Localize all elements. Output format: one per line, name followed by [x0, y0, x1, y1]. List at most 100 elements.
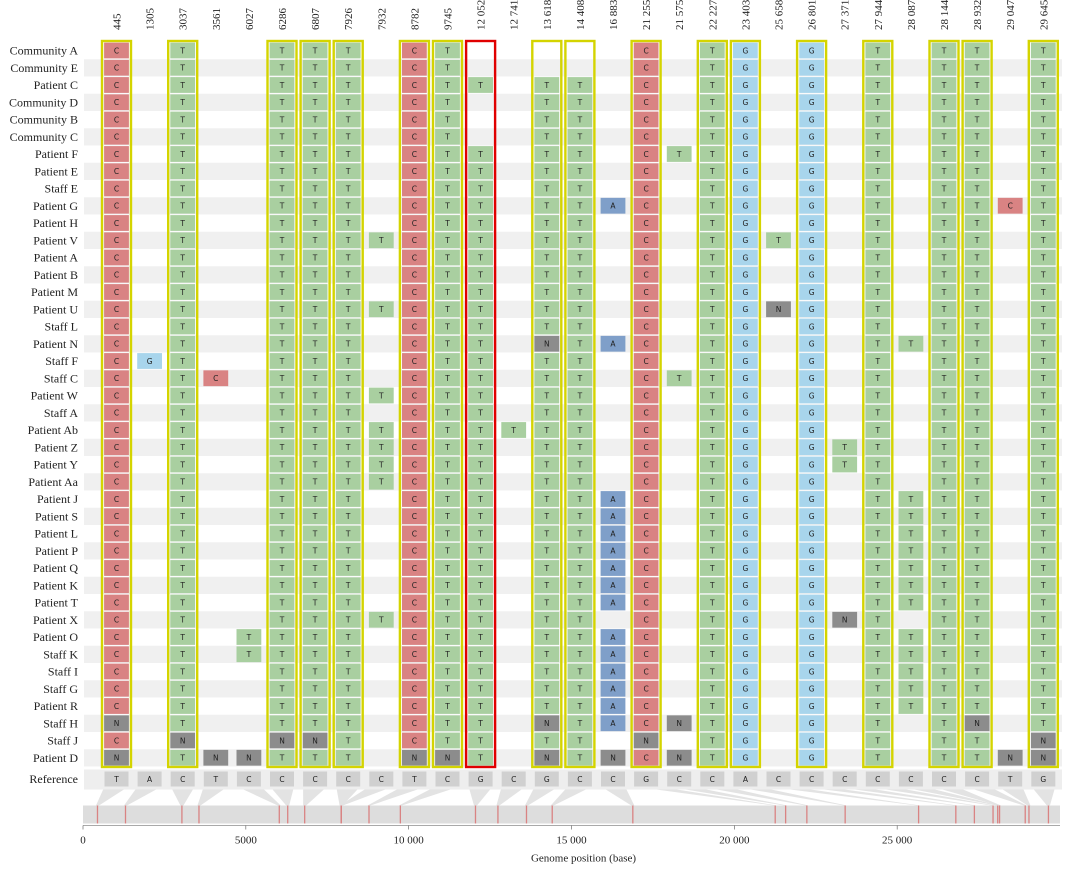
base-letter: T — [444, 184, 450, 193]
base-cell — [534, 128, 560, 145]
base-cell — [931, 422, 957, 438]
base-letter: T — [477, 391, 483, 400]
base-cell — [1030, 146, 1056, 162]
base-cell — [269, 698, 295, 714]
base-cell — [865, 646, 891, 663]
base-letter: T — [345, 167, 351, 176]
base-cell — [1030, 577, 1056, 594]
base-letter: T — [1040, 409, 1046, 418]
reference-base: G — [1040, 775, 1046, 784]
base-letter: C — [643, 633, 648, 642]
base-cell — [699, 77, 725, 93]
position-label: 22 227 — [707, 0, 719, 30]
sample-label: Community C — [10, 130, 78, 144]
base-cell — [401, 473, 427, 490]
base-letter: T — [577, 426, 583, 435]
base-letter: T — [378, 443, 384, 452]
base-letter: T — [544, 357, 550, 366]
base-cell — [302, 663, 328, 680]
base-letter: T — [544, 702, 550, 711]
base-letter: T — [312, 202, 318, 211]
position-label: 6807 — [310, 8, 322, 31]
base-letter: T — [246, 650, 252, 659]
base-cell — [435, 301, 460, 318]
base-letter: T — [279, 495, 285, 504]
base-letter: G — [809, 288, 815, 297]
base-letter: N — [213, 754, 219, 763]
base-letter: T — [179, 115, 185, 124]
base-letter: G — [809, 340, 815, 349]
base-letter: T — [279, 754, 285, 763]
base-cell — [269, 439, 295, 456]
base-letter: T — [875, 236, 881, 245]
base-letter: C — [412, 184, 417, 193]
base-cell — [468, 629, 494, 645]
base-letter: T — [875, 460, 881, 469]
base-cell — [964, 629, 990, 645]
reference-base: T — [1007, 775, 1013, 784]
base-cell — [733, 249, 758, 266]
base-cell — [964, 404, 990, 421]
base-letter: T — [477, 271, 483, 280]
base-cell — [435, 715, 460, 732]
base-cell — [633, 284, 659, 300]
base-cell — [964, 266, 990, 283]
base-cell — [401, 439, 427, 456]
base-letter: T — [345, 46, 351, 55]
base-cell — [699, 594, 725, 611]
base-letter: T — [974, 443, 980, 452]
reference-base: C — [776, 775, 781, 784]
base-letter: C — [643, 391, 648, 400]
base-cell — [733, 94, 758, 111]
base-letter: T — [477, 685, 483, 694]
base-cell — [799, 680, 824, 697]
base-letter: T — [279, 598, 285, 607]
base-letter: T — [908, 650, 914, 659]
base-letter: T — [941, 667, 947, 676]
base-letter: T — [345, 322, 351, 331]
base-cell — [468, 422, 494, 438]
base-cell — [302, 680, 328, 697]
base-letter: T — [179, 167, 185, 176]
base-cell — [733, 611, 758, 628]
base-cell — [104, 508, 129, 525]
base-cell — [104, 456, 129, 473]
base-letter: C — [412, 374, 417, 383]
base-letter: G — [809, 598, 815, 607]
base-letter: T — [312, 409, 318, 418]
base-cell — [170, 560, 196, 576]
base-letter: C — [643, 46, 648, 55]
base-letter: T — [709, 150, 715, 159]
base-cell — [104, 197, 129, 214]
base-cell — [170, 577, 196, 594]
base-cell — [104, 491, 129, 507]
base-cell — [898, 508, 924, 525]
base-letter: C — [643, 202, 648, 211]
base-cell — [1030, 732, 1056, 749]
base-letter: T — [1040, 426, 1046, 435]
base-letter: N — [180, 736, 186, 745]
base-letter: T — [709, 616, 715, 625]
base-cell — [269, 387, 295, 404]
base-cell — [302, 525, 328, 542]
base-letter: T — [312, 133, 318, 142]
base-letter: T — [345, 719, 351, 728]
base-cell — [633, 646, 659, 663]
base-letter: T — [279, 253, 285, 262]
base-letter: T — [577, 736, 583, 745]
base-cell — [633, 560, 659, 576]
base-cell — [401, 77, 427, 93]
base-cell — [567, 715, 593, 732]
base-letter: N — [114, 754, 120, 763]
base-letter: T — [577, 184, 583, 193]
base-letter: G — [809, 409, 815, 418]
base-cell — [600, 646, 626, 663]
base-letter: T — [577, 133, 583, 142]
base-letter: T — [279, 305, 285, 314]
base-letter: T — [544, 167, 550, 176]
reference-base: C — [677, 775, 682, 784]
base-letter: T — [1040, 512, 1046, 521]
base-cell — [931, 577, 957, 594]
base-cell — [699, 715, 725, 732]
base-letter: T — [179, 219, 185, 228]
